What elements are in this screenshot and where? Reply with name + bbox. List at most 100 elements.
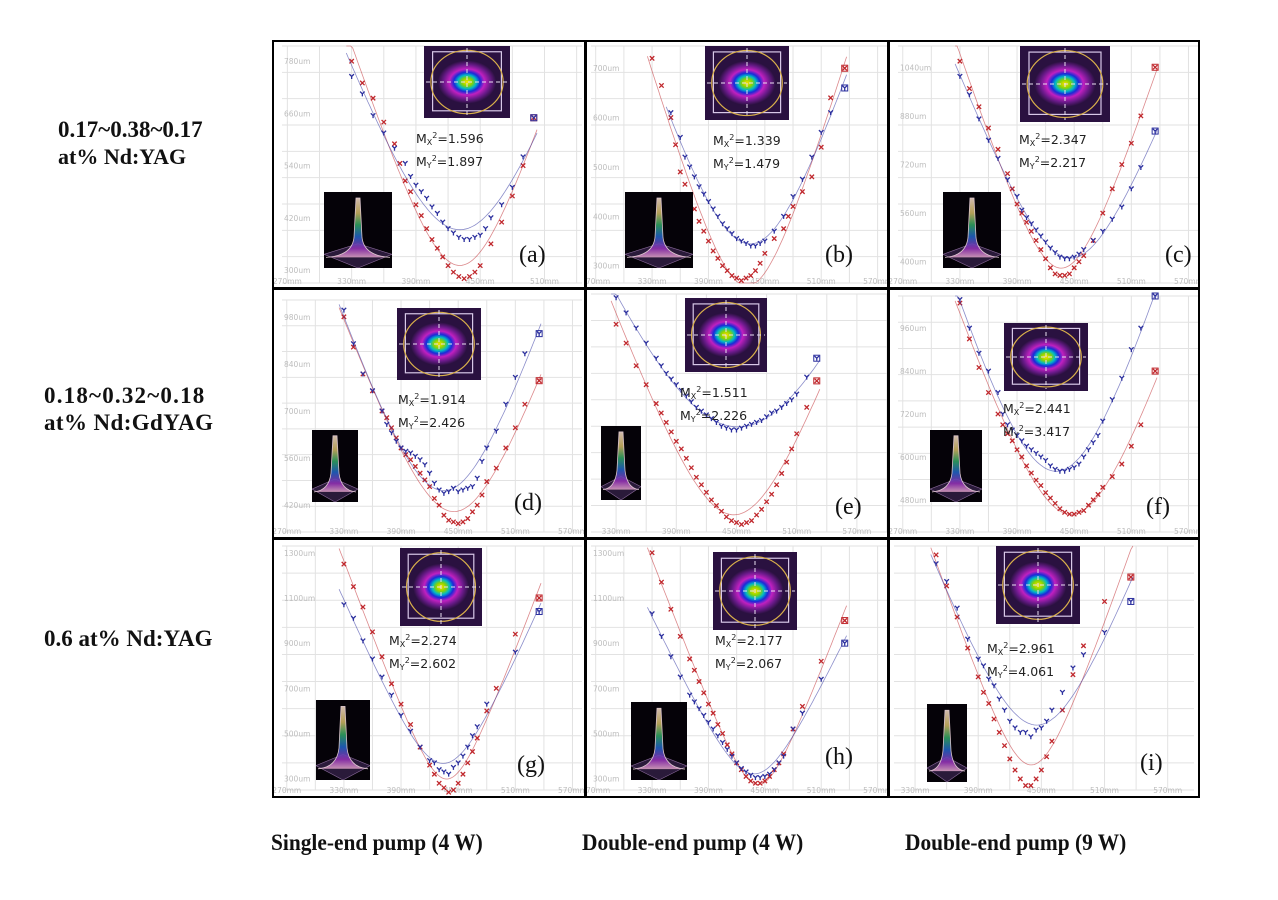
data-point-x bbox=[1057, 272, 1063, 279]
data-point-x bbox=[391, 141, 398, 147]
data-point-y bbox=[1119, 204, 1125, 210]
panel-letter: (b) bbox=[825, 242, 853, 268]
x-tick-label: 330mm bbox=[638, 277, 667, 286]
my2-value: 2.602 bbox=[420, 656, 457, 671]
data-point-x bbox=[1042, 256, 1049, 262]
data-point-x bbox=[1000, 422, 1006, 428]
data-point-y bbox=[360, 638, 366, 644]
data-point-x bbox=[710, 710, 716, 716]
data-point-x bbox=[1009, 438, 1015, 444]
data-point-y bbox=[758, 417, 765, 424]
data-point-x bbox=[778, 470, 785, 477]
peak-shape bbox=[944, 197, 1000, 258]
data-point-x bbox=[413, 202, 419, 208]
data-point-y bbox=[379, 674, 385, 680]
data-point-y bbox=[1080, 651, 1087, 658]
data-point-x bbox=[436, 502, 442, 508]
data-point-x bbox=[738, 277, 745, 284]
data-point-x bbox=[1138, 113, 1144, 119]
data-point-end bbox=[535, 330, 543, 338]
y-tick-label: 700um bbox=[284, 407, 310, 416]
data-point-y bbox=[512, 649, 519, 655]
y-tick-label: 1100um bbox=[284, 594, 315, 603]
data-point-y bbox=[348, 73, 355, 79]
data-point-y bbox=[456, 234, 462, 240]
data-point-y bbox=[1059, 689, 1066, 695]
x-tick-label: 510mm bbox=[1090, 786, 1119, 795]
data-point-x bbox=[773, 482, 780, 488]
data-point-x bbox=[799, 188, 806, 195]
data-point-y bbox=[423, 195, 430, 201]
data-point-y bbox=[757, 774, 763, 781]
y-tick-label: 840um bbox=[900, 367, 926, 376]
y-tick-label: 1300um bbox=[284, 549, 315, 558]
data-point-y bbox=[360, 371, 366, 377]
data-point-x bbox=[429, 236, 435, 243]
data-point-x bbox=[842, 65, 848, 71]
data-point-y bbox=[412, 453, 419, 459]
y-tick-label: 600um bbox=[900, 453, 926, 462]
data-point-y bbox=[957, 296, 963, 303]
data-point-end bbox=[1127, 573, 1135, 581]
data-point-x bbox=[763, 499, 770, 505]
data-point-x bbox=[488, 241, 494, 247]
data-point-x bbox=[715, 721, 721, 728]
beam-spot bbox=[437, 60, 497, 104]
data-point-x bbox=[809, 174, 815, 180]
data-point-x bbox=[1033, 776, 1039, 782]
data-point-y bbox=[985, 137, 992, 143]
data-point-x bbox=[1038, 482, 1044, 489]
series-x bbox=[954, 300, 1159, 517]
data-point-y bbox=[613, 295, 619, 301]
data-point-y bbox=[747, 772, 754, 778]
data-point-x bbox=[477, 262, 483, 269]
x-tick-label: 510mm bbox=[807, 277, 836, 286]
data-point-y bbox=[493, 428, 500, 434]
data-point-x bbox=[633, 363, 639, 369]
my2-line: MY2=1.479 bbox=[713, 156, 781, 172]
data-point-y bbox=[943, 578, 950, 584]
my2-value: 2.217 bbox=[1050, 155, 1087, 170]
fit-curve-x bbox=[346, 45, 538, 266]
data-point-x bbox=[1152, 368, 1158, 374]
m-squared-values: MX2=2.961 MY2=4.061 bbox=[987, 638, 1055, 684]
data-point-y bbox=[1066, 255, 1073, 262]
beam-3d-profile-image bbox=[324, 192, 392, 268]
panel-letter: (g) bbox=[517, 752, 545, 778]
data-point-y bbox=[384, 421, 390, 427]
data-point-x bbox=[719, 730, 726, 737]
data-point-y bbox=[1152, 128, 1158, 134]
peak-shape bbox=[317, 706, 369, 770]
data-point-y bbox=[1019, 438, 1025, 444]
data-point-y bbox=[753, 419, 760, 425]
my2-line: MY2=2.426 bbox=[398, 415, 466, 431]
x-tick-label: 450mm bbox=[1060, 277, 1089, 286]
data-point-y bbox=[715, 213, 721, 219]
data-point-y bbox=[1004, 176, 1011, 183]
mx2-value: 2.347 bbox=[1050, 132, 1087, 147]
data-point-x bbox=[493, 685, 499, 691]
figure-frame bbox=[272, 40, 1200, 798]
data-point-x bbox=[696, 218, 702, 224]
data-point-x bbox=[522, 401, 528, 407]
my2-line: MY2=4.061 bbox=[987, 664, 1055, 680]
x-tick-label: 390mm bbox=[401, 277, 430, 286]
data-point-y bbox=[417, 744, 423, 750]
data-point-x bbox=[456, 273, 462, 280]
data-point-x bbox=[965, 645, 971, 651]
data-point-x bbox=[818, 144, 824, 150]
y-tick-label: 500um bbox=[284, 730, 310, 739]
panel-letter: (h) bbox=[825, 744, 853, 770]
my2-line: MY2=2.217 bbox=[1019, 155, 1087, 171]
data-point-x bbox=[752, 267, 759, 274]
beam-3d-profile-image bbox=[601, 426, 641, 500]
data-point-y bbox=[1109, 396, 1116, 403]
data-point-y bbox=[976, 350, 982, 356]
caustic-plot: 270mm 330mm 390mm 450mm 510mm 570mm 420um 560um… bbox=[274, 299, 584, 536]
data-point-y bbox=[724, 746, 731, 752]
y-tick-label: 400um bbox=[900, 258, 926, 267]
beam-3d-profile-image bbox=[943, 192, 1001, 268]
mx2-line: MX2=2.177 bbox=[715, 633, 783, 649]
data-point-y bbox=[964, 636, 971, 642]
data-point-y bbox=[445, 771, 452, 777]
